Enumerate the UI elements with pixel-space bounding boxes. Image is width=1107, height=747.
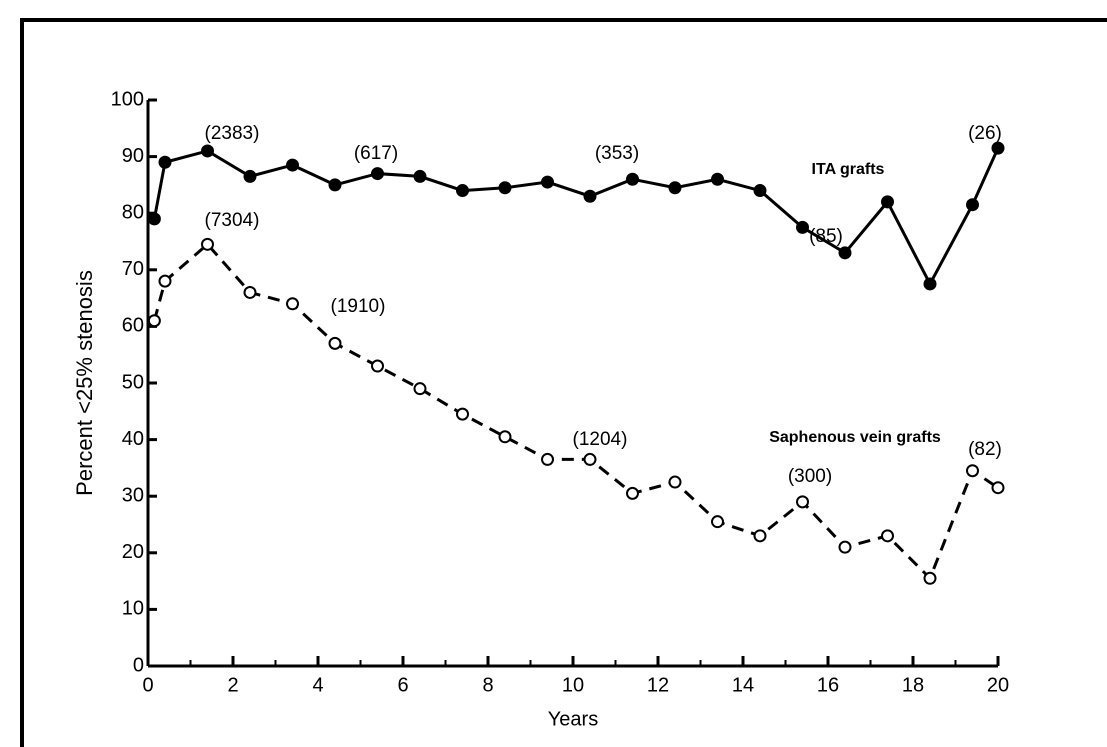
point	[371, 359, 384, 373]
x-tick-label: 14	[732, 674, 754, 696]
point	[881, 195, 894, 209]
point	[158, 155, 172, 169]
point	[541, 452, 554, 466]
point	[286, 297, 299, 311]
x-tick-label: 0	[142, 674, 153, 696]
point	[838, 246, 852, 260]
annotation: (1910)	[331, 296, 386, 317]
series-label: ITA grafts	[812, 161, 885, 178]
frame	[20, 18, 1107, 747]
point	[456, 407, 469, 421]
annotation: (26)	[968, 123, 1002, 144]
y-tick-label: 30	[122, 484, 144, 506]
x-axis-label: Years	[548, 708, 598, 730]
point	[966, 464, 979, 478]
x-tick-label: 2	[227, 674, 238, 696]
point	[991, 141, 1005, 155]
annotation: (85)	[809, 226, 843, 247]
point	[243, 285, 257, 299]
point	[498, 430, 512, 444]
point	[583, 452, 597, 466]
point	[668, 181, 682, 195]
y-tick-label: 50	[122, 371, 144, 393]
point	[243, 169, 257, 183]
x-tick-label: 6	[397, 674, 408, 696]
point	[923, 277, 937, 291]
y-tick-label: 10	[122, 598, 144, 620]
point	[158, 274, 172, 288]
x-tick-label: 8	[482, 674, 493, 696]
point	[541, 175, 554, 189]
x-tick-label: 18	[902, 674, 924, 696]
point	[753, 184, 767, 198]
point	[498, 181, 512, 195]
x-tick-label: 20	[987, 674, 1009, 696]
annotation: (617)	[354, 143, 398, 164]
y-tick-label: 20	[122, 541, 144, 563]
point	[201, 237, 214, 251]
annotation: (82)	[968, 439, 1002, 460]
point	[413, 382, 427, 396]
y-tick-label: 0	[133, 654, 144, 676]
series-label: Saphenous vein grafts	[769, 429, 941, 446]
series-line	[152, 242, 999, 581]
y-tick-label: 90	[122, 145, 144, 167]
x-tick-label: 4	[312, 674, 323, 696]
point	[923, 571, 937, 585]
y-tick-label: 40	[122, 428, 144, 450]
y-tick-label: 70	[122, 258, 144, 280]
point	[626, 172, 639, 186]
point	[796, 220, 809, 234]
point	[796, 495, 809, 509]
y-axis-label: Percent <25% stenosis	[72, 270, 97, 496]
point	[583, 189, 597, 203]
point	[881, 529, 894, 543]
point	[328, 178, 342, 192]
annotation: (7304)	[205, 210, 260, 231]
point	[147, 314, 161, 328]
y-tick-label: 80	[122, 201, 144, 223]
point	[626, 486, 639, 500]
series-line	[152, 147, 1000, 288]
point	[966, 198, 979, 212]
annotation: (300)	[788, 466, 832, 487]
point	[371, 167, 384, 181]
x-tick-label: 16	[817, 674, 839, 696]
point	[456, 184, 469, 198]
y-tick-label: 60	[122, 315, 144, 337]
point	[413, 169, 427, 183]
point	[286, 158, 299, 172]
point	[711, 515, 724, 529]
point	[668, 475, 682, 489]
x-tick-label: 12	[647, 674, 669, 696]
point	[711, 172, 724, 186]
annotation: (2383)	[205, 123, 260, 144]
x-tick-label: 10	[562, 674, 584, 696]
point	[838, 540, 852, 554]
annotation: (353)	[595, 143, 639, 164]
point	[147, 212, 161, 226]
annotation: (1204)	[573, 429, 628, 450]
point	[753, 529, 767, 543]
point	[201, 144, 214, 158]
point	[991, 481, 1005, 495]
point	[328, 336, 342, 350]
y-tick-label: 100	[111, 88, 144, 110]
